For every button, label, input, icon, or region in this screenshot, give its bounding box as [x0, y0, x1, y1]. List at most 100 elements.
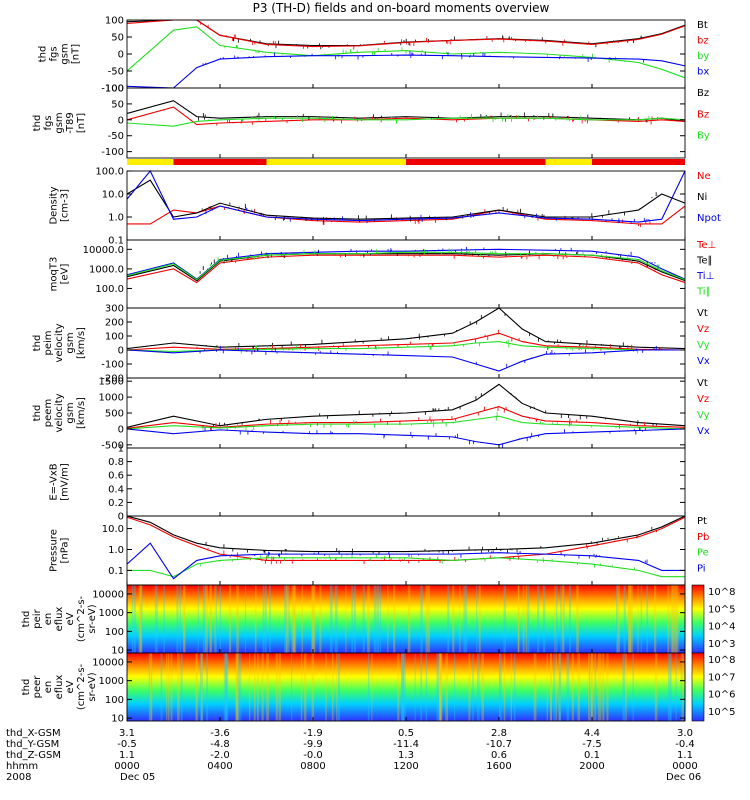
ephem-value: 0.6	[491, 750, 507, 761]
y-tick-label: 1000.0	[89, 264, 124, 275]
ephem-year: 2008	[6, 772, 31, 783]
spectrogram-stripe	[414, 653, 416, 721]
y-tick-label: 10	[111, 646, 124, 657]
y-axis-label: en	[43, 613, 54, 626]
y-axis-label: -T89	[65, 112, 76, 134]
y-tick-label: -200	[101, 374, 124, 385]
ephem-value: -4.8	[210, 739, 230, 750]
y-axis-label: Pressure	[49, 529, 60, 572]
spectrogram-stripe	[499, 653, 501, 721]
spectrogram-stripe	[376, 585, 380, 653]
y-tick-label: 0.6	[108, 471, 124, 482]
ephem-value: 1200	[393, 761, 418, 772]
spectrogram-stripe	[576, 585, 579, 653]
y-axis-label: peer	[32, 675, 43, 699]
y-axis-label: [eV]	[60, 264, 71, 285]
spectrogram-stripe	[284, 585, 287, 653]
y-tick-label: 10	[111, 714, 124, 725]
spectrogram-stripe	[672, 585, 675, 653]
spectrogram-stripe	[182, 585, 185, 653]
legend-Vz: Vz	[697, 324, 709, 335]
spectrogram-stripe	[401, 653, 404, 721]
ephem-value: 3.1	[119, 728, 135, 739]
spectrogram-stripe	[654, 585, 657, 653]
spectrogram-stripe	[537, 585, 540, 653]
spectrogram-stripe	[464, 585, 468, 653]
series-line-Ti∥	[126, 251, 686, 281]
spectrogram-stripe	[300, 653, 303, 721]
spectrogram-stripe	[606, 653, 609, 721]
series-line-Te⊥	[126, 254, 686, 284]
spectrogram-stripe	[625, 653, 627, 721]
series-line-by	[126, 26, 686, 79]
ephem-value: 1.3	[398, 750, 414, 761]
y-axis-label: sr-eV)	[87, 604, 98, 633]
ephem-value: -0.5	[117, 739, 137, 750]
y-tick-label: 10000	[92, 589, 124, 600]
ephem-label-hhmm: hhmm	[6, 761, 38, 772]
series-line-By	[126, 117, 686, 127]
spectrogram-stripe	[646, 585, 649, 653]
spectrogram-stripe	[301, 585, 303, 653]
y-axis-label: thd	[32, 335, 43, 352]
spectrogram-stripe	[499, 653, 502, 721]
ephem-value: 2.8	[491, 728, 507, 739]
spectrogram-stripe	[400, 653, 404, 721]
spectrogram-stripe	[168, 653, 170, 721]
spectrogram-stripe	[240, 653, 242, 721]
spectrogram-stripe	[602, 653, 605, 721]
spectrogram-stripe	[554, 585, 556, 653]
series-line-Vt	[126, 383, 686, 428]
spectrogram-stripe	[154, 585, 158, 653]
ephem-label-z: thd_Z-GSM	[6, 750, 61, 761]
spectrogram-stripe	[420, 585, 423, 653]
y-tick-label: 0.1	[108, 566, 124, 577]
spectrogram-stripe	[628, 585, 631, 653]
legend-Pi: Pi	[697, 563, 706, 574]
spectrogram-stripe	[393, 585, 396, 653]
ephem-value: 3.0	[677, 728, 693, 739]
y-axis-label: [cm-3]	[60, 189, 71, 222]
spectrogram-stripe	[667, 585, 670, 653]
spectrogram-stripe	[623, 585, 626, 653]
ephem-value: 1.1	[677, 750, 693, 761]
series-line-Pe	[127, 557, 685, 578]
y-axis-label: peim	[43, 330, 54, 355]
y-axis-label: thd	[21, 611, 32, 628]
ephemeris-table: thd_X-GSM thd_Y-GSM thd_Z-GSM hhmm 2008 …	[6, 728, 701, 783]
ephem-value: 0400	[207, 761, 232, 772]
spectrogram-stripe	[264, 585, 267, 653]
spectrogram-stripe	[468, 653, 471, 721]
y-tick-label: 1	[118, 444, 124, 455]
legend-Pe: Pe	[697, 548, 709, 559]
spectrogram-stripe	[206, 653, 208, 721]
ephem-value: 2000	[579, 761, 604, 772]
y-tick-label: 1000	[99, 393, 124, 404]
y-axis-label: Density	[49, 186, 60, 224]
spectrogram-stripe	[160, 653, 163, 721]
spectrogram-stripe	[149, 653, 153, 721]
y-tick-label: 0	[118, 346, 124, 357]
spectrogram-stripe	[439, 653, 442, 721]
panel-frame	[126, 87, 686, 159]
spectrogram-stripe	[476, 585, 478, 653]
spectrogram-stripe	[518, 585, 520, 653]
spectrogram-stripe	[675, 653, 677, 721]
spectrogram-stripe	[244, 585, 247, 653]
spectrogram-stripe	[667, 653, 671, 721]
spectrogram-stripe	[209, 585, 211, 653]
spectrogram-stripe	[425, 653, 428, 721]
spectrogram-stripe	[590, 653, 594, 721]
legend-by: by	[697, 51, 709, 62]
spectrogram-stripe	[546, 653, 548, 721]
spectrogram-stripe	[268, 585, 271, 653]
y-axis-label: velocity	[54, 323, 65, 362]
spectrogram-stripe	[254, 585, 257, 653]
ephem-value: -0.4	[675, 739, 695, 750]
spectrogram-stripe	[214, 585, 216, 653]
spectrogram-stripe	[362, 585, 365, 653]
series-line-Bz	[126, 106, 686, 126]
spectrogram-stripe	[594, 653, 596, 721]
spectrogram-stripe	[329, 585, 333, 653]
